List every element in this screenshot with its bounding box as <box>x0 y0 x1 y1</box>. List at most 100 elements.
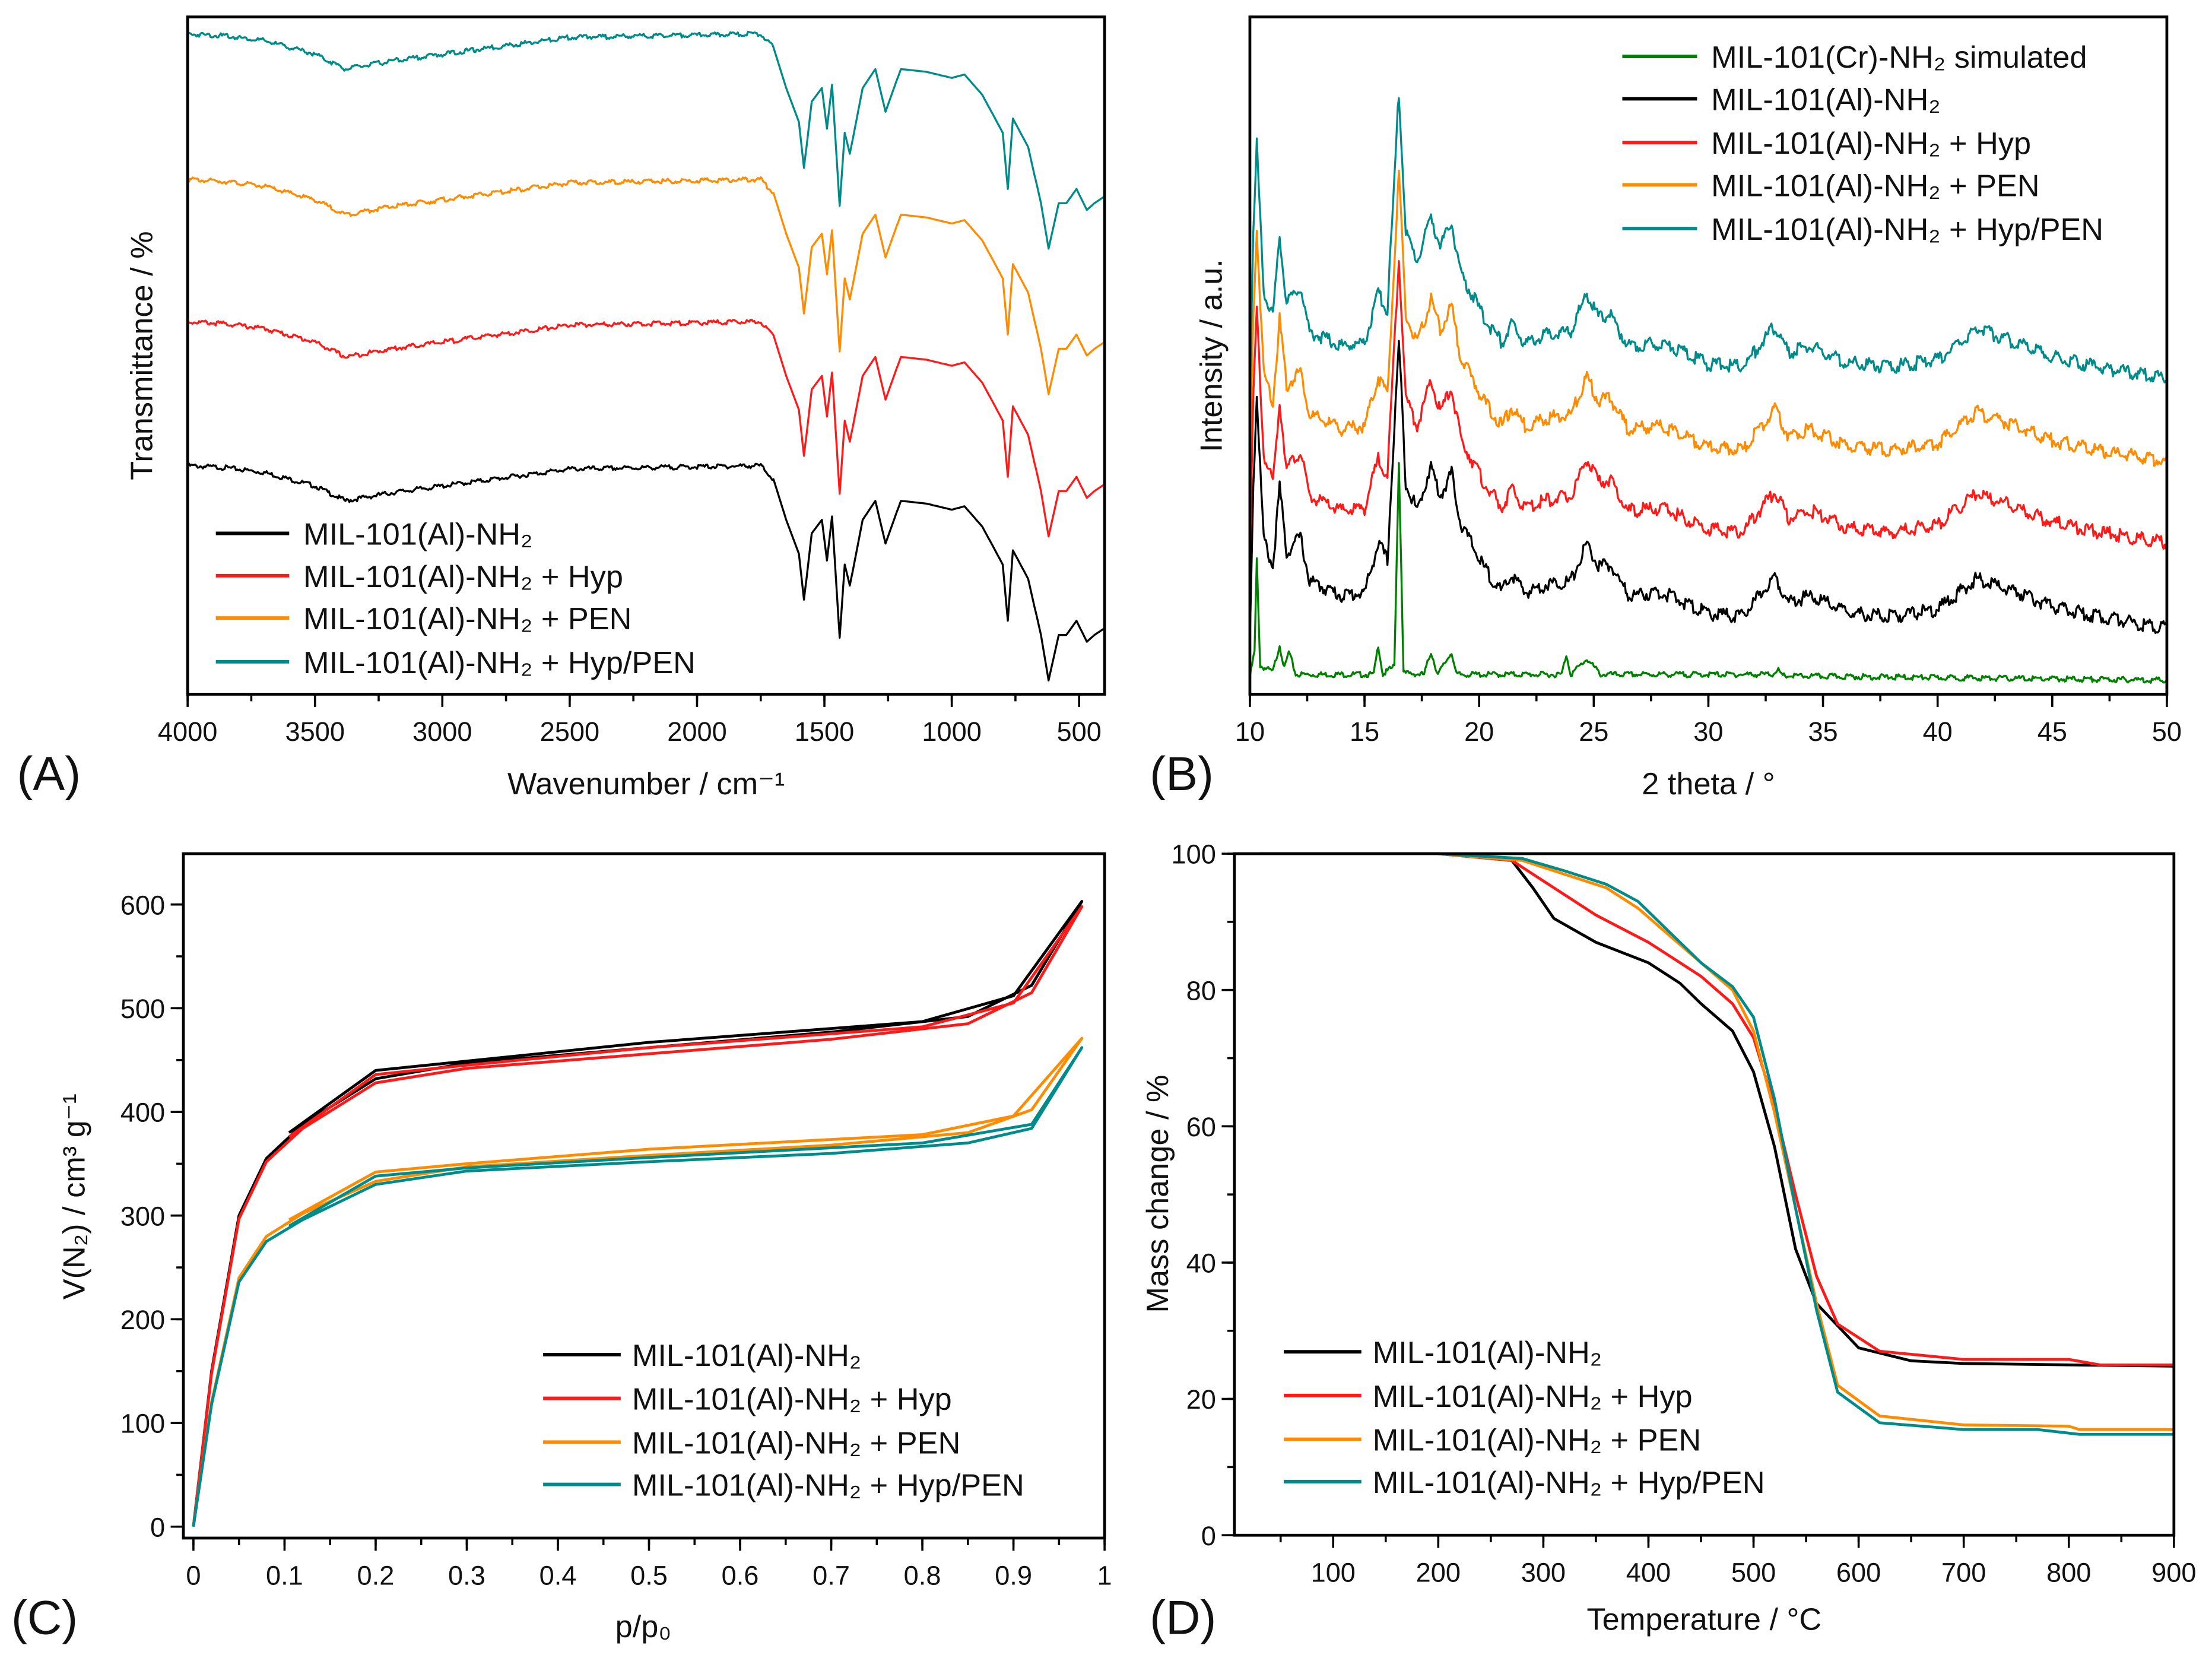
x-tick-label: 0.6 <box>722 1560 759 1590</box>
series-group <box>192 900 1084 1527</box>
x-tick-label: 600 <box>1836 1558 1881 1588</box>
x-tick-label: 50 <box>2152 717 2182 747</box>
plot-frame <box>182 852 1106 1540</box>
panel-c-n2-isotherm: 0 0.1 0.2 0.3 0.4 0.5 0.6 0.7 0.8 0.9 1 0 100 200 300 4… <box>11 852 1112 1645</box>
plot-frame <box>1248 15 2169 696</box>
x-tick-label: 4000 <box>158 717 217 747</box>
y-tick-label: 400 <box>120 1098 165 1128</box>
series-line-3 <box>188 176 1106 395</box>
series-line-1 <box>186 462 1106 681</box>
x-axis-title: Wavenumber / cm⁻¹ <box>507 767 785 801</box>
x-tick-label: 1000 <box>922 717 981 747</box>
panel-d-tga: 100 200 300 400 500 600 700 800 900 0 20 40 60 80 100 T… <box>1141 839 2196 1645</box>
x-tick-label: 0.7 <box>813 1560 850 1590</box>
x-tick-label: 3500 <box>285 717 344 747</box>
series-line-2 <box>187 318 1106 538</box>
panel-a-ftir: 4000 3500 3000 2500 2000 1500 1000 500 Wavenumbe… <box>17 15 1106 801</box>
panel-b-xrd: 10 15 20 25 30 35 40 45 50 2 theta / ° Intensity /… <box>1150 15 2182 801</box>
legend-label: MIL-101(Al)-NH₂ + PEN <box>1373 1424 1701 1458</box>
series-line-3 <box>1249 260 2168 560</box>
legend-label: MIL-101(Al)-NH₂ <box>303 518 532 552</box>
series-line-3 <box>1259 852 2174 1431</box>
series-group <box>186 30 1106 681</box>
series-line-4 <box>1249 169 2168 470</box>
x-tick-label: 0.8 <box>904 1560 941 1590</box>
x-axis-title: p/p₀ <box>615 1609 671 1644</box>
legend-label: MIL-101(Al)-NH₂ <box>632 1339 861 1373</box>
x-tick-label: 0.4 <box>539 1560 577 1590</box>
x-tick-label: 500 <box>1057 717 1102 747</box>
x-tick-label: 1500 <box>795 717 854 747</box>
x-tick-label: 30 <box>1693 717 1723 747</box>
x-tick-label: 700 <box>1941 1558 1986 1588</box>
x-tick-label: 0.3 <box>448 1560 485 1590</box>
legend-label: MIL-101(Al)-NH₂ + Hyp <box>1373 1380 1693 1414</box>
x-tick-label: 20 <box>1464 717 1494 747</box>
series-line-4 <box>1259 852 2174 1436</box>
y-tick-label: 500 <box>120 994 165 1024</box>
x-axis-title: 2 theta / ° <box>1642 767 1775 801</box>
x-tick-label: 2500 <box>540 717 599 747</box>
y-tick-label: 40 <box>1186 1248 1216 1279</box>
legend-label: MIL-101(Al)-NH₂ + PEN <box>632 1426 960 1460</box>
x-tick-label: 2000 <box>667 717 726 747</box>
legend-label: MIL-101(Al)-NH₂ + PEN <box>303 602 631 636</box>
series-group <box>1259 852 2174 1436</box>
x-tick-label: 40 <box>1923 717 1953 747</box>
x-axis-title: Temperature / °C <box>1586 1602 1821 1637</box>
legend-label: MIL-101(Al)-NH₂ + Hyp/PEN <box>303 646 696 680</box>
legend: MIL-101(Cr)-NH₂ simulated MIL-101(Al)-NH₂… <box>1622 40 2103 247</box>
series-line-4 <box>187 30 1106 250</box>
y-tick-label: 60 <box>1186 1112 1216 1142</box>
panel-label: (A) <box>17 747 81 801</box>
y-tick-label: 300 <box>120 1201 165 1231</box>
legend-label: MIL-101(Al)-NH₂ + Hyp <box>303 560 623 594</box>
x-tick-label: 45 <box>2038 717 2067 747</box>
y-axis-title: V(N₂) / cm³ g⁻¹ <box>58 1093 92 1299</box>
x-tick-label: 35 <box>1808 717 1837 747</box>
x-tick-label: 1 <box>1097 1560 1112 1590</box>
series-line-4 <box>192 1046 1084 1527</box>
y-tick-label: 100 <box>120 1409 165 1439</box>
x-tick-label: 25 <box>1579 717 1608 747</box>
y-tick-label: 600 <box>120 890 165 920</box>
x-tick-label: 200 <box>1416 1558 1461 1588</box>
x-tick-label: 0.2 <box>357 1560 395 1590</box>
legend-label: MIL-101(Al)-NH₂ <box>1711 83 1940 117</box>
panel-label: (D) <box>1150 1592 1216 1645</box>
y-tick-label: 0 <box>1201 1521 1216 1551</box>
panel-label: (C) <box>11 1592 78 1645</box>
x-tick-label: 0.5 <box>630 1560 668 1590</box>
y-axis-title: Intensity / a.u. <box>1194 259 1229 452</box>
y-tick-label: 100 <box>1172 839 1216 870</box>
series-line-3 <box>192 1036 1084 1527</box>
x-tick-label: 300 <box>1521 1558 1566 1588</box>
x-tick-label: 3000 <box>412 717 472 747</box>
legend-label: MIL-101(Al)-NH₂ + Hyp <box>632 1383 952 1417</box>
legend-label: MIL-101(Al)-NH₂ <box>1373 1336 1602 1370</box>
series-line-2 <box>1249 340 2168 637</box>
x-tick-label: 10 <box>1235 717 1265 747</box>
panel-label: (B) <box>1150 747 1214 801</box>
y-tick-label: 0 <box>150 1512 165 1542</box>
y-tick-label: 20 <box>1186 1384 1216 1415</box>
x-tick-label: 100 <box>1311 1558 1356 1588</box>
y-axis-title: Transmittance / % <box>125 231 160 480</box>
series-line-2 <box>1259 852 2174 1367</box>
x-tick-label: 0.1 <box>266 1560 303 1590</box>
legend-label: MIL-101(Cr)-NH₂ simulated <box>1711 40 2087 75</box>
legend-label: MIL-101(Al)-NH₂ + Hyp/PEN <box>1373 1466 1765 1500</box>
legend: MIL-101(Al)-NH₂ MIL-101(Al)-NH₂ + Hyp MIL-… <box>1283 1336 1765 1500</box>
legend: MIL-101(Al)-NH₂ MIL-101(Al)-NH₂ + Hyp MIL-… <box>543 1339 1024 1503</box>
series-line-1 <box>1249 462 2168 684</box>
x-tick-label: 0.9 <box>995 1560 1032 1590</box>
legend-label: MIL-101(Al)-NH₂ + Hyp/PEN <box>632 1469 1024 1503</box>
x-tick-label: 15 <box>1350 717 1379 747</box>
y-tick-label: 200 <box>120 1305 165 1335</box>
series-line-1 <box>1259 852 2174 1368</box>
series-group <box>1249 97 2168 684</box>
x-tick-label: 900 <box>2151 1558 2196 1588</box>
y-axis-title: Mass change / % <box>1141 1074 1175 1313</box>
legend-label: MIL-101(Al)-NH₂ + Hyp/PEN <box>1711 213 2103 247</box>
